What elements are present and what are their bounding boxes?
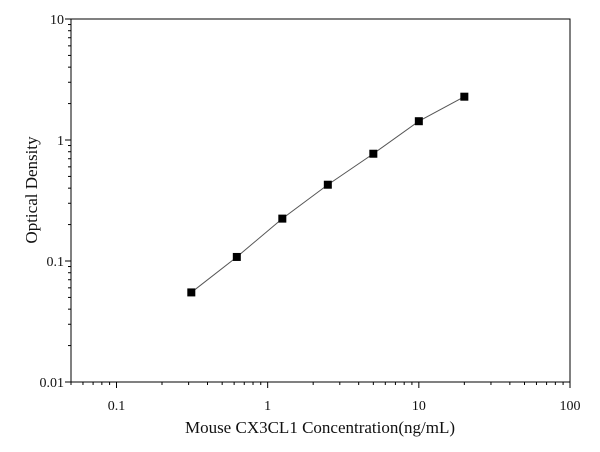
axis-ticks [65,18,571,388]
data-point [278,214,287,223]
y-tick-label: 0.1 [47,255,65,270]
x-axis-title: Mouse CX3CL1 Concentration(ng/mL) [185,418,455,437]
data-points [187,92,469,297]
y-tick-label: 0.01 [40,376,65,391]
data-point [232,252,241,261]
y-tick-label: 10 [50,13,64,28]
y-tick-label: 1 [57,134,64,149]
x-tick-label: 10 [412,399,426,414]
data-point [414,117,423,126]
x-tick-label: 1 [264,399,271,414]
data-point [369,149,378,158]
data-point [323,180,332,189]
fit-line [191,96,465,293]
x-tick-labels: 0.1 1 10 100 [108,399,581,414]
plot-frame [70,18,571,383]
data-point [460,92,469,101]
y-tick-labels: 0.01 0.1 1 10 [40,13,65,391]
data-point [187,288,196,297]
y-axis-title: Optical Density [22,136,41,244]
x-tick-label: 100 [560,399,581,414]
x-tick-label: 0.1 [108,399,126,414]
